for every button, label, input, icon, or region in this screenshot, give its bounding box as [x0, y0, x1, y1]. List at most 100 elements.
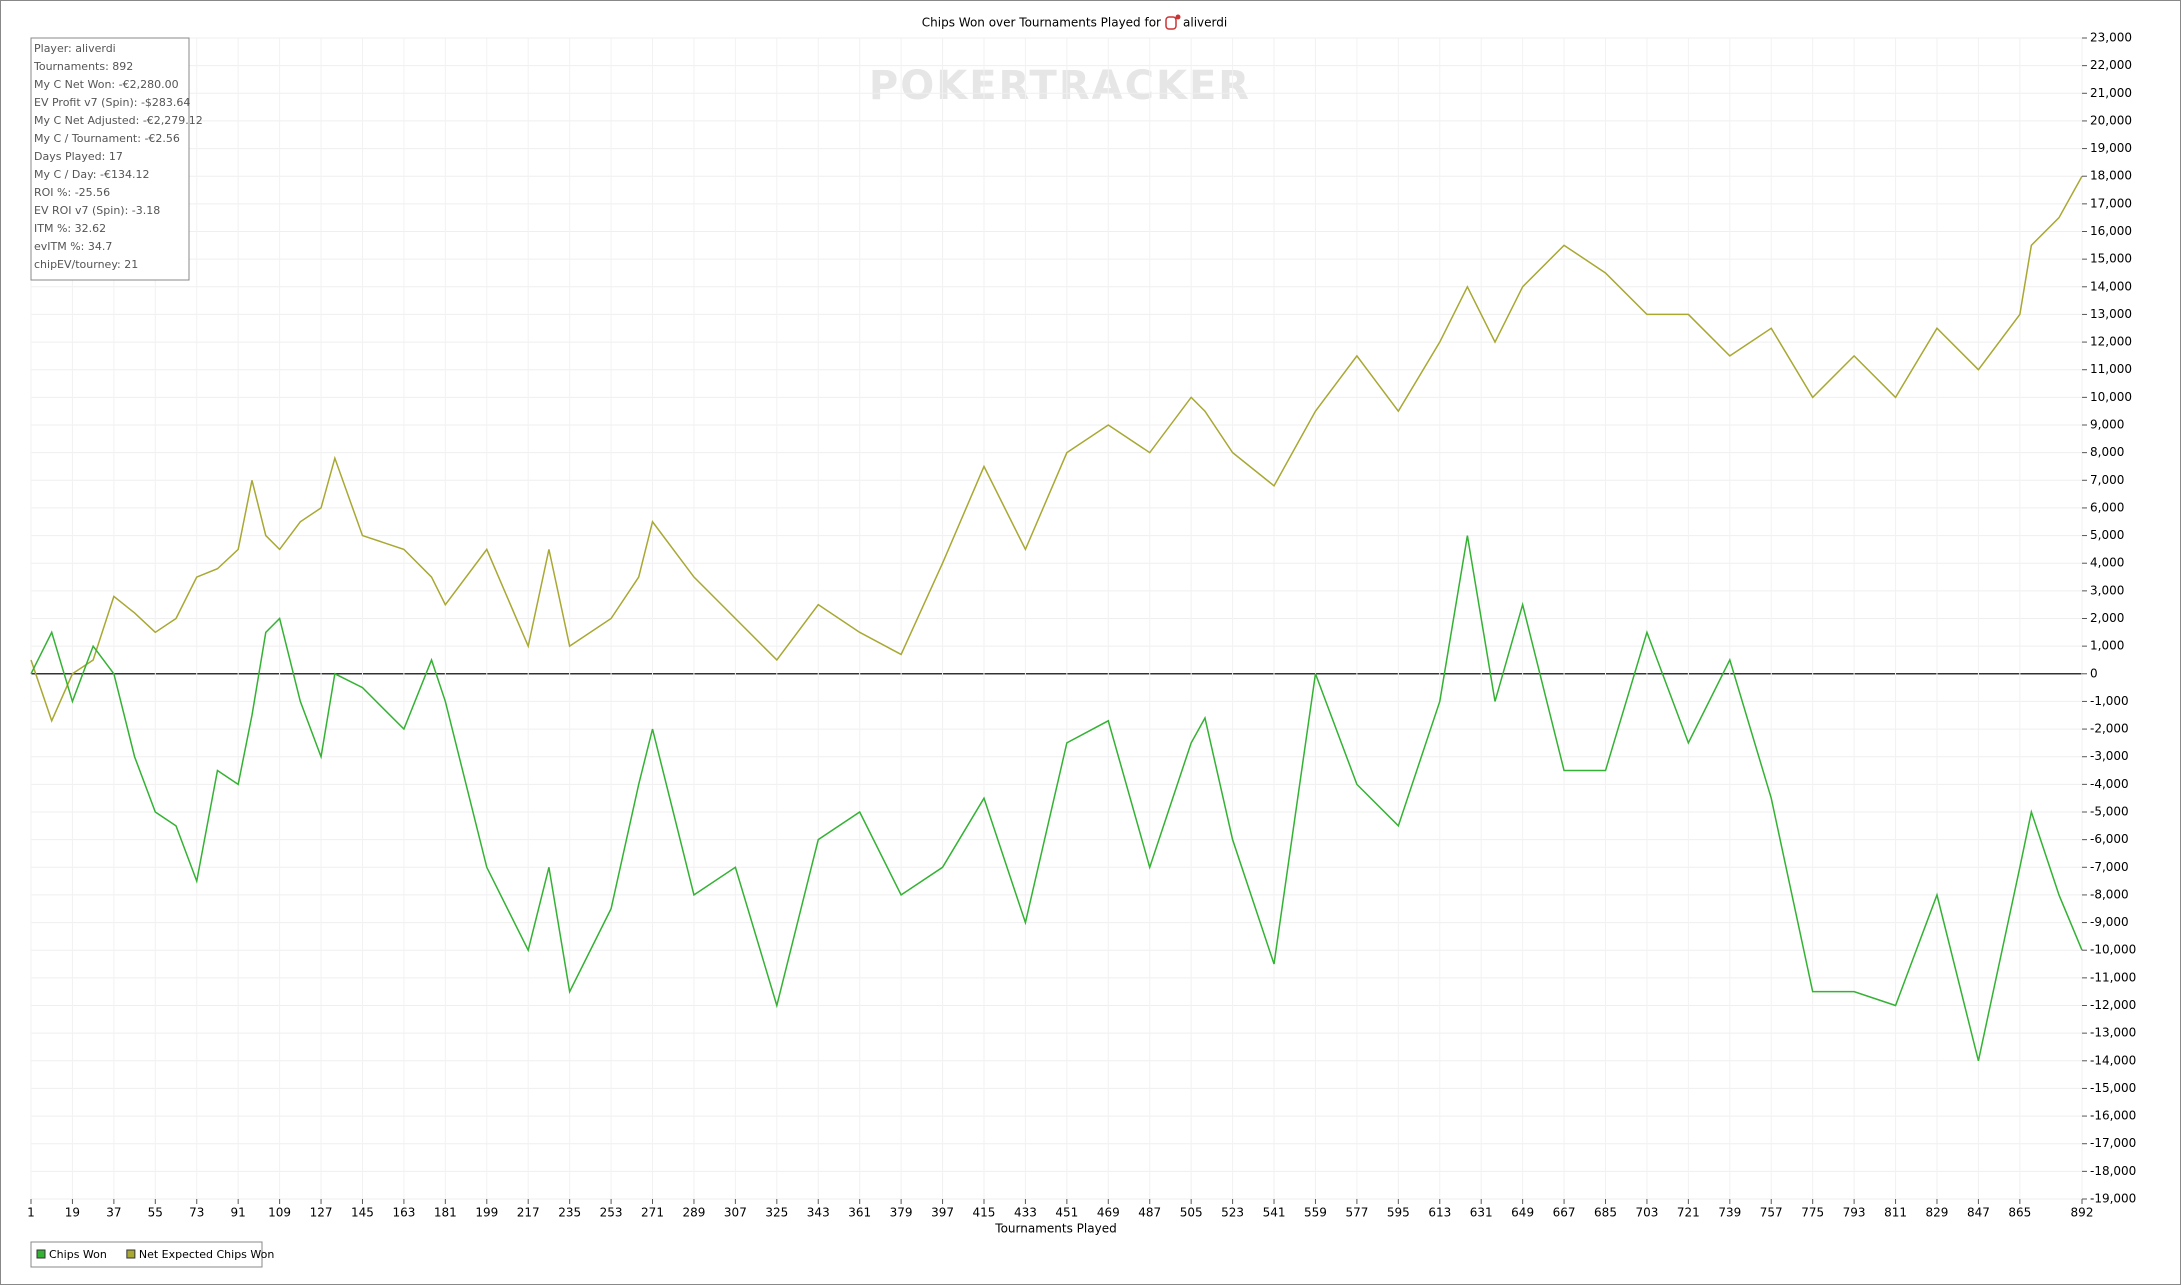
- x-tick-label: 703: [1635, 1206, 1658, 1220]
- x-tick-label: 127: [310, 1206, 333, 1220]
- y-tick-label: 22,000: [2090, 58, 2132, 72]
- x-tick-label: 145: [351, 1206, 374, 1220]
- y-tick-label: -16,000: [2090, 1109, 2136, 1123]
- x-tick-label: 253: [600, 1206, 623, 1220]
- y-tick-label: 12,000: [2090, 335, 2132, 349]
- x-tick-label: 343: [807, 1206, 830, 1220]
- title-player: aliverdi: [1183, 16, 1227, 30]
- y-tick-label: -8,000: [2090, 887, 2129, 901]
- x-tick-label: 847: [1967, 1206, 1990, 1220]
- stats-line: EV ROI v7 (Spin): -3.18: [34, 204, 160, 217]
- y-tick-label: -2,000: [2090, 722, 2129, 736]
- x-tick-label: 577: [1345, 1206, 1368, 1220]
- y-tick-label: 2,000: [2090, 611, 2124, 625]
- legend-swatch: [36, 1249, 46, 1259]
- y-tick-label: 0: [2090, 666, 2098, 680]
- y-tick-label: 11,000: [2090, 362, 2132, 376]
- x-tick-label: 811: [1884, 1206, 1907, 1220]
- x-tick-label: 271: [641, 1206, 664, 1220]
- x-tick-label: 325: [765, 1206, 788, 1220]
- y-tick-label: 20,000: [2090, 113, 2132, 127]
- x-tick-label: 829: [1926, 1206, 1949, 1220]
- stats-line: My C / Tournament: -€2.56: [34, 132, 180, 145]
- y-tick-label: 17,000: [2090, 196, 2132, 210]
- x-tick-label: 721: [1677, 1206, 1700, 1220]
- x-tick-label: 379: [890, 1206, 913, 1220]
- y-tick-label: -1,000: [2090, 694, 2129, 708]
- x-tick-label: 433: [1014, 1206, 1037, 1220]
- legend-label: Chips Won: [49, 1248, 107, 1261]
- x-tick-label: 613: [1428, 1206, 1451, 1220]
- x-tick-label: 469: [1097, 1206, 1120, 1220]
- series-line: [30, 175, 2083, 723]
- y-tick-label: -17,000: [2090, 1136, 2136, 1150]
- stats-box: [30, 37, 190, 281]
- y-tick-label: -19,000: [2090, 1192, 2136, 1206]
- legend-box: [30, 1241, 263, 1268]
- y-tick-label: -12,000: [2090, 998, 2136, 1012]
- x-tick-label: 523: [1221, 1206, 1244, 1220]
- y-tick-label: -6,000: [2090, 832, 2129, 846]
- x-tick-label: 793: [1843, 1206, 1866, 1220]
- y-tick-label: 21,000: [2090, 86, 2132, 100]
- y-tick-label: -18,000: [2090, 1164, 2136, 1178]
- x-tick-label: 217: [517, 1206, 540, 1220]
- stats-line: My C / Day: -€134.12: [34, 168, 149, 181]
- x-tick-label: 307: [724, 1206, 747, 1220]
- y-tick-label: 16,000: [2090, 224, 2132, 238]
- stats-line: ROI %: -25.56: [34, 186, 110, 199]
- x-tick-label: 892: [2071, 1206, 2094, 1220]
- x-tick-label: 865: [2008, 1206, 2031, 1220]
- y-tick-label: 5,000: [2090, 528, 2124, 542]
- x-tick-label: 109: [268, 1206, 291, 1220]
- x-tick-label: 361: [848, 1206, 871, 1220]
- x-tick-label: 1: [27, 1206, 35, 1220]
- x-tick-label: 19: [65, 1206, 80, 1220]
- x-tick-label: 37: [106, 1206, 121, 1220]
- y-tick-label: -11,000: [2090, 970, 2136, 984]
- x-tick-label: 73: [189, 1206, 204, 1220]
- x-tick-label: 397: [931, 1206, 954, 1220]
- x-tick-label: 595: [1387, 1206, 1410, 1220]
- x-tick-label: 775: [1801, 1206, 1824, 1220]
- y-tick-label: -7,000: [2090, 860, 2129, 874]
- stats-line: evITM %: 34.7: [34, 240, 112, 253]
- y-tick-label: 4,000: [2090, 556, 2124, 570]
- stats-line: My C Net Won: -€2,280.00: [34, 78, 179, 91]
- x-tick-label: 181: [434, 1206, 457, 1220]
- player-icon: [1165, 14, 1181, 30]
- y-tick-label: 3,000: [2090, 583, 2124, 597]
- y-tick-label: 23,000: [2090, 31, 2132, 45]
- x-tick-label: 505: [1180, 1206, 1203, 1220]
- y-tick-label: -4,000: [2090, 777, 2129, 791]
- y-tick-label: 9,000: [2090, 418, 2124, 432]
- x-tick-label: 163: [392, 1206, 415, 1220]
- legend-swatch: [126, 1249, 136, 1259]
- series-line: [30, 535, 2083, 1061]
- x-tick-label: 649: [1511, 1206, 1534, 1220]
- legend-label: Net Expected Chips Won: [139, 1248, 275, 1261]
- y-tick-label: -15,000: [2090, 1081, 2136, 1095]
- x-tick-label: 739: [1718, 1206, 1741, 1220]
- x-tick-label: 235: [558, 1206, 581, 1220]
- x-tick-label: 667: [1553, 1206, 1576, 1220]
- y-tick-label: 15,000: [2090, 252, 2132, 266]
- y-tick-label: 10,000: [2090, 390, 2132, 404]
- x-tick-label: 487: [1138, 1206, 1161, 1220]
- y-tick-label: 1,000: [2090, 639, 2124, 653]
- x-tick-label: 541: [1263, 1206, 1286, 1220]
- stats-line: Player: aliverdi: [34, 42, 116, 55]
- x-tick-label: 559: [1304, 1206, 1327, 1220]
- y-tick-label: -5,000: [2090, 805, 2129, 819]
- x-tick-label: 91: [231, 1206, 246, 1220]
- x-tick-label: 289: [682, 1206, 705, 1220]
- x-tick-label: 757: [1760, 1206, 1783, 1220]
- x-tick-label: 685: [1594, 1206, 1617, 1220]
- y-tick-label: -14,000: [2090, 1053, 2136, 1067]
- x-tick-label: 631: [1470, 1206, 1493, 1220]
- y-tick-label: -3,000: [2090, 749, 2129, 763]
- y-tick-label: 8,000: [2090, 445, 2124, 459]
- x-axis-title: Tournaments Played: [994, 1222, 1116, 1236]
- chart-title: Chips Won over Tournaments Played for: [922, 16, 1161, 30]
- y-tick-label: -9,000: [2090, 915, 2129, 929]
